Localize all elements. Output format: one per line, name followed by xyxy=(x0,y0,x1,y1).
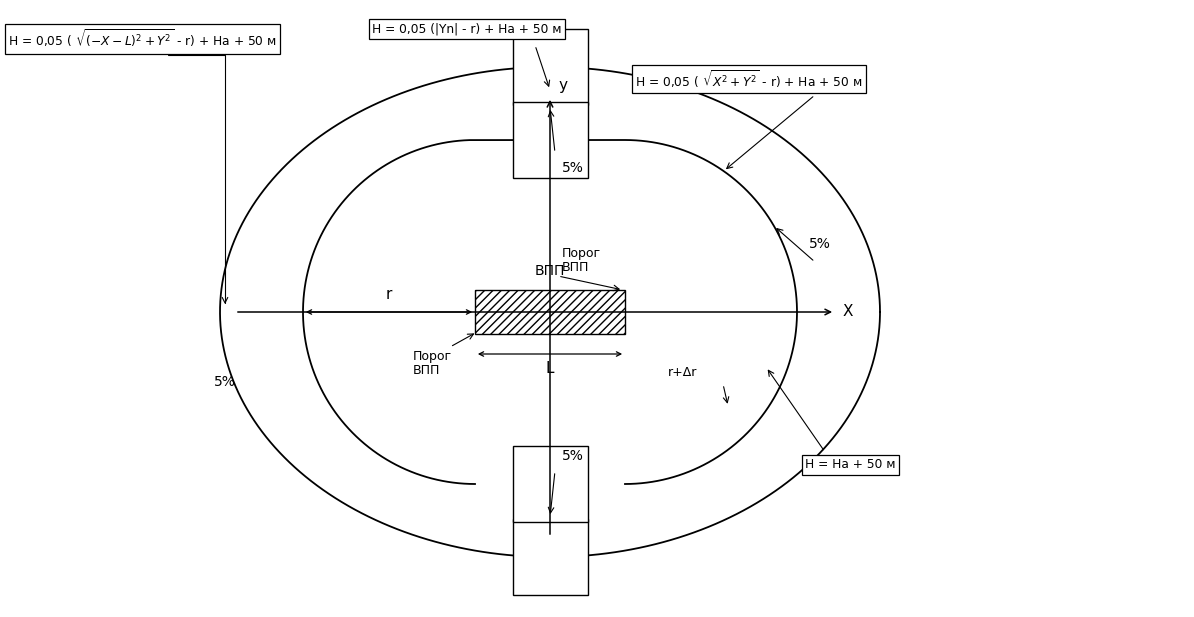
Bar xyxy=(512,519,587,595)
Bar xyxy=(475,290,624,334)
Text: H = 0,05 (|Yn| - r) + Ha + 50 м: H = 0,05 (|Yn| - r) + Ha + 50 м xyxy=(373,22,561,36)
Text: 5%: 5% xyxy=(562,449,584,463)
Text: X: X xyxy=(843,305,854,320)
Bar xyxy=(512,29,587,105)
Text: L: L xyxy=(546,361,554,376)
Text: Порог
ВПП: Порог ВПП xyxy=(562,247,601,274)
Text: ВПП: ВПП xyxy=(535,264,565,278)
Text: 5%: 5% xyxy=(214,375,236,389)
Text: r: r xyxy=(386,287,392,302)
Bar xyxy=(512,102,587,178)
Text: H = Ha + 50 м: H = Ha + 50 м xyxy=(805,458,896,471)
Text: 5%: 5% xyxy=(810,237,831,251)
Text: H = 0,05 ( $\sqrt{X^2+Y^2}$ - r) + Ha + 50 м: H = 0,05 ( $\sqrt{X^2+Y^2}$ - r) + Ha + … xyxy=(635,68,862,90)
Text: y: y xyxy=(558,78,567,93)
Text: r+Δr: r+Δr xyxy=(667,365,697,378)
Text: Порог
ВПП: Порог ВПП xyxy=(413,350,453,377)
Text: 5%: 5% xyxy=(562,161,584,175)
Text: H = 0,05 ( $\sqrt{(-X-L)^2+Y^2}$ - r) + Ha + 50 м: H = 0,05 ( $\sqrt{(-X-L)^2+Y^2}$ - r) + … xyxy=(8,28,277,50)
Bar xyxy=(512,446,587,522)
Bar xyxy=(475,290,624,334)
